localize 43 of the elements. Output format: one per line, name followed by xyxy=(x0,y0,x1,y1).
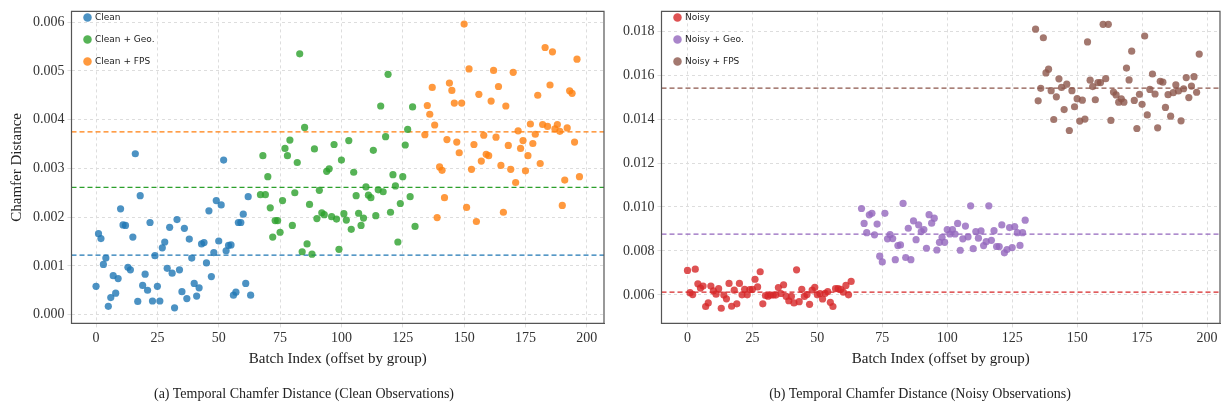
x-axis-title: Batch Index (offset by group) xyxy=(248,350,427,368)
x-tick-label: 50 xyxy=(810,330,825,346)
x-tick-label: 25 xyxy=(745,330,760,346)
x-tick-label: 0 xyxy=(683,330,691,346)
y-tick-label: 0.005 xyxy=(33,62,65,78)
legend-label: Noisy + Geo. xyxy=(685,33,744,44)
legend-label: Clean + FPS xyxy=(95,55,151,66)
legend-label: Clean + Geo. xyxy=(95,33,155,44)
x-tick-label: 0 xyxy=(92,330,100,346)
y-tick-label: 0.001 xyxy=(33,257,65,273)
y-tick-label: 0.016 xyxy=(623,66,655,82)
y-tick-label: 0.002 xyxy=(33,208,65,224)
y-tick-label: 0.004 xyxy=(33,111,65,127)
text: (b) Temporal Chamfer Distance (Noisy Observations) xyxy=(769,386,1072,403)
x-tick-label: 150 xyxy=(1066,330,1088,346)
x-tick-label: 100 xyxy=(936,330,958,346)
y-tick-label: 0.006 xyxy=(33,13,65,29)
text: (a) Temporal Chamfer Distance (Clean Observations) xyxy=(153,386,455,403)
y-tick-label: 0.014 xyxy=(623,110,655,126)
y-tick-label: 0.008 xyxy=(623,242,655,258)
x-tick-label: 200 xyxy=(1196,330,1218,346)
legend-label: Noisy + FPS xyxy=(685,55,740,66)
x-tick-label: 150 xyxy=(453,330,475,346)
x-axis-title: Batch Index (offset by group) xyxy=(851,350,1030,368)
x-tick-label: 25 xyxy=(150,330,165,346)
y-tick-label: 0.018 xyxy=(623,22,655,38)
x-tick-label: 75 xyxy=(875,330,890,346)
y-axis-title: Chamfer Distance xyxy=(7,112,24,222)
y-tick-label: 0.006 xyxy=(623,286,655,302)
x-tick-label: 100 xyxy=(330,330,352,346)
y-tick-label: 0.003 xyxy=(33,160,65,176)
x-tick-label: 125 xyxy=(1001,330,1023,346)
x-tick-label: 175 xyxy=(514,330,536,346)
y-tick-label: 0.012 xyxy=(623,154,655,170)
x-tick-label: 50 xyxy=(211,330,226,346)
y-tick-label: 0.010 xyxy=(623,198,655,214)
x-tick-label: 175 xyxy=(1131,330,1153,346)
legend-label: Noisy xyxy=(685,11,711,22)
x-tick-label: 75 xyxy=(273,330,288,346)
y-tick-label: 0.000 xyxy=(33,306,65,322)
x-tick-label: 200 xyxy=(576,330,598,346)
legend-label: Clean xyxy=(95,11,121,22)
x-tick-label: 125 xyxy=(392,330,414,346)
